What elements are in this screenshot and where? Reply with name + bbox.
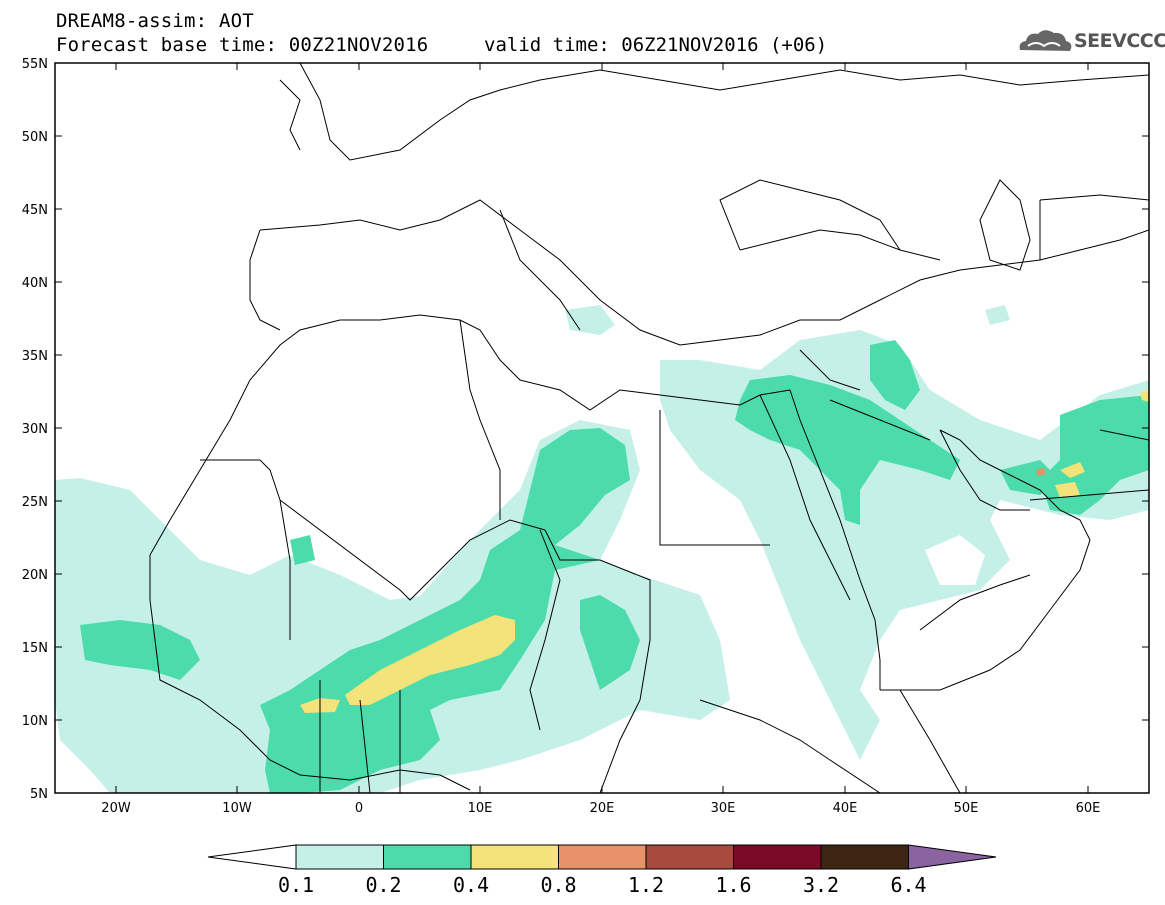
lat-labels: 55N 50N 45N 40N 35N 30N 25N 20N 15N 10N … bbox=[22, 57, 48, 802]
colorbar-swatch bbox=[295, 844, 384, 870]
lon-label: 10W bbox=[222, 801, 252, 816]
colorbar-label: 0.4 bbox=[453, 873, 489, 897]
colorbar-label: 0.1 bbox=[278, 873, 314, 897]
aot-0.1-0.2-region bbox=[55, 305, 1149, 793]
aot-field bbox=[55, 305, 1149, 793]
axis-ticks bbox=[55, 62, 1149, 793]
lat-label: 35N bbox=[22, 349, 48, 364]
colorbar-label: 1.2 bbox=[628, 873, 664, 897]
colorbar-label: 6.4 bbox=[890, 873, 926, 897]
aot-0.4-0.8-region bbox=[300, 390, 1149, 713]
colorbar-swatch bbox=[558, 844, 647, 870]
lon-label: 30E bbox=[711, 801, 736, 816]
colorbar-label: 0.2 bbox=[365, 873, 401, 897]
lat-label: 15N bbox=[22, 641, 48, 656]
lat-label: 50N bbox=[22, 130, 48, 145]
lat-label: 25N bbox=[22, 495, 48, 510]
colorbar: 0.1 0.2 0.4 0.8 1.2 1.6 3.2 6.4 bbox=[207, 844, 997, 897]
colorbar-swatch bbox=[470, 844, 559, 870]
aot-0.8-1.2-region bbox=[1036, 468, 1046, 476]
lat-label: 20N bbox=[22, 568, 48, 583]
forecast-base-time: Forecast base time: 00Z21NOV2016 bbox=[56, 34, 429, 56]
map-title: DREAM8-assim: AOT bbox=[56, 10, 254, 32]
lon-label: 10E bbox=[468, 801, 493, 816]
lat-label: 30N bbox=[22, 422, 48, 437]
lon-label: 60E bbox=[1076, 801, 1101, 816]
lon-label: 50E bbox=[954, 801, 979, 816]
lon-labels: 20W 10W 0 10E 20E 30E 40E 50E 60E bbox=[101, 801, 1100, 816]
colorbar-label: 1.6 bbox=[715, 873, 751, 897]
colorbar-swatch bbox=[383, 844, 472, 870]
colorbar-swatch bbox=[820, 844, 909, 870]
cloud-logo-icon bbox=[1019, 30, 1072, 51]
lat-label: 10N bbox=[22, 714, 48, 729]
colorbar-label: 0.8 bbox=[540, 873, 576, 897]
colorbar-high-arrow bbox=[908, 844, 997, 870]
valid-time: valid time: 06Z21NOV2016 (+06) bbox=[484, 34, 828, 56]
lat-label: 55N bbox=[22, 57, 48, 72]
logo-text: SEEVCCC bbox=[1074, 30, 1165, 52]
colorbar-low-arrow bbox=[207, 844, 297, 870]
lon-label: 20W bbox=[101, 801, 131, 816]
colorbar-label: 3.2 bbox=[803, 873, 839, 897]
lon-label: 40E bbox=[833, 801, 858, 816]
colorbar-swatch bbox=[645, 844, 734, 870]
coastlines-borders bbox=[149, 63, 1149, 793]
lat-label: 5N bbox=[30, 787, 48, 802]
lat-label: 40N bbox=[22, 276, 48, 291]
lon-label: 20E bbox=[590, 801, 615, 816]
lat-label: 45N bbox=[22, 203, 48, 218]
lon-label: 0 bbox=[355, 801, 363, 816]
colorbar-swatch bbox=[733, 844, 822, 870]
